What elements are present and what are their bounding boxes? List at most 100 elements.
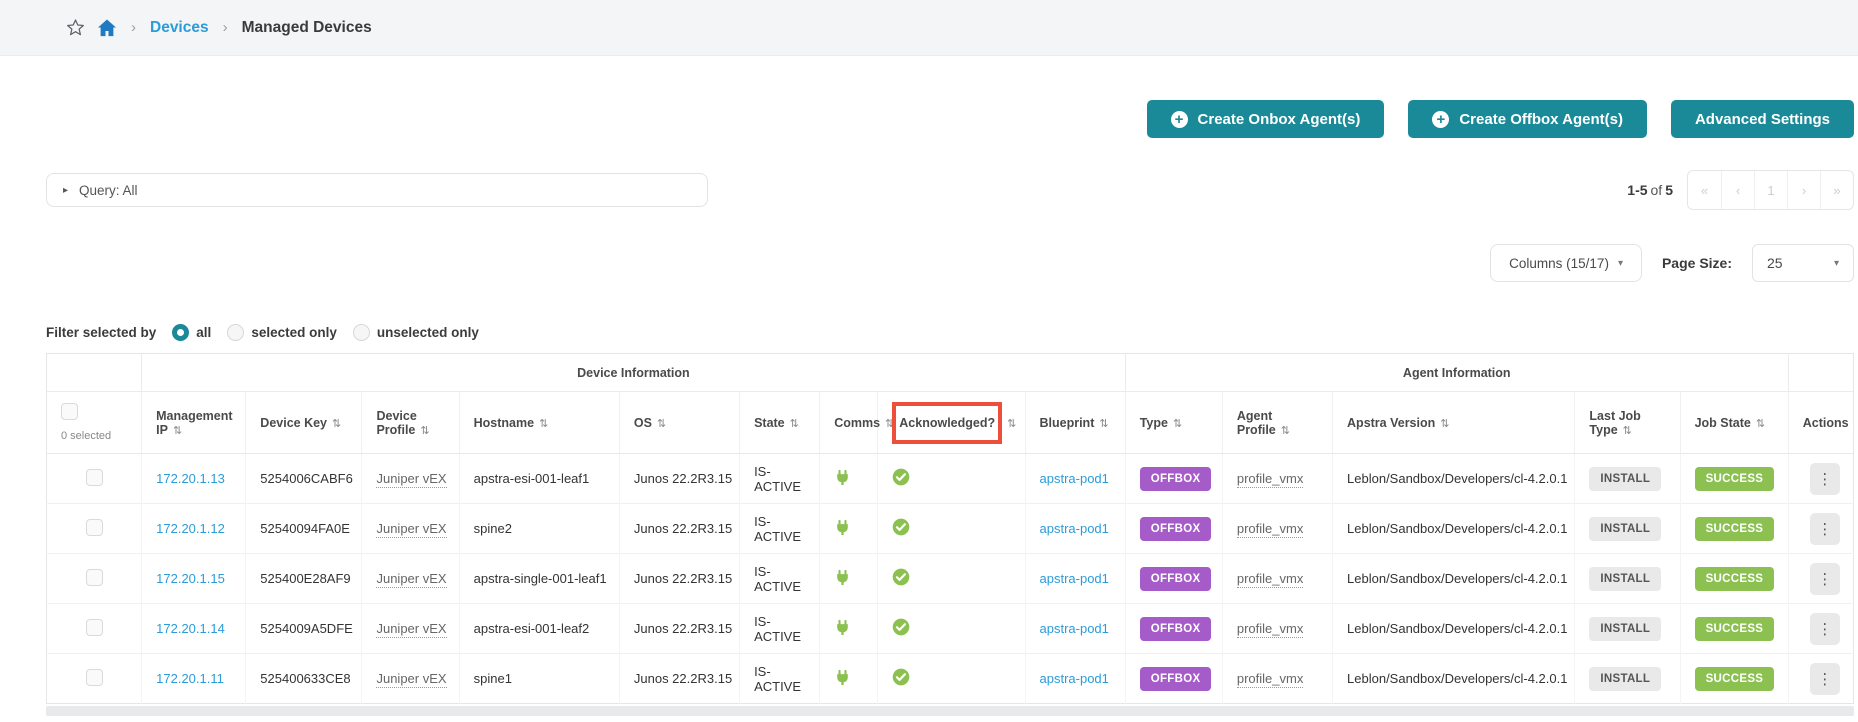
- create-onbox-agents-button[interactable]: + Create Onbox Agent(s): [1146, 100, 1385, 138]
- page-size-select[interactable]: 25 ▾: [1752, 244, 1854, 282]
- header-management-ip[interactable]: Management IP ⇅: [141, 391, 246, 454]
- sort-icon[interactable]: ⇅: [420, 423, 430, 437]
- sort-icon[interactable]: ⇅: [656, 416, 667, 430]
- blueprint-link[interactable]: apstra-pod1: [1039, 571, 1109, 586]
- row-checkbox[interactable]: [85, 568, 103, 586]
- agent-profile-link[interactable]: profile_vmx: [1236, 571, 1304, 588]
- sort-icon[interactable]: ⇅: [332, 416, 342, 430]
- sort-icon[interactable]: ⇅: [885, 416, 895, 430]
- filter-option-all[interactable]: all: [172, 324, 211, 341]
- row-actions-menu-button[interactable]: ⋮: [1809, 612, 1840, 645]
- radio-unselected-icon: [227, 324, 245, 341]
- next-page-button[interactable]: ›: [1787, 171, 1820, 209]
- sort-icon[interactable]: ⇅: [1172, 416, 1183, 430]
- sort-icon[interactable]: ⇅: [1622, 423, 1632, 437]
- device-key-cell: 52540094FA0E: [245, 503, 362, 554]
- sort-icon[interactable]: ⇅: [789, 416, 799, 430]
- blueprint-link[interactable]: apstra-pod1: [1039, 471, 1109, 486]
- columns-dropdown[interactable]: Columns (15/17) ▾: [1490, 244, 1642, 282]
- management-ip-link[interactable]: 172.20.1.11: [156, 671, 224, 686]
- header-last-job-type[interactable]: Last Job Type ⇅: [1574, 391, 1681, 454]
- row-checkbox[interactable]: [85, 518, 103, 536]
- device-profile-link[interactable]: Juniper vEX: [376, 471, 447, 488]
- header-state[interactable]: State ⇅: [739, 391, 820, 454]
- type-cell: OFFBOX: [1124, 603, 1223, 654]
- os-cell: Junos 22.2R3.15: [618, 503, 740, 554]
- prev-page-button[interactable]: ‹: [1721, 171, 1754, 209]
- header-agent-profile[interactable]: Agent Profile ⇅: [1221, 391, 1333, 454]
- device-profile-link[interactable]: Juniper vEX: [376, 671, 447, 688]
- sort-icon[interactable]: ⇅: [1280, 423, 1290, 437]
- row-actions-menu-button[interactable]: ⋮: [1809, 562, 1840, 595]
- management-ip-link[interactable]: 172.20.1.15: [156, 571, 225, 586]
- device-profile-link[interactable]: Juniper vEX: [376, 621, 447, 638]
- row-actions-menu-button[interactable]: ⋮: [1809, 662, 1840, 695]
- header-acknowledged[interactable]: Acknowledged? ⇅: [877, 391, 1025, 454]
- row-checkbox[interactable]: [85, 618, 103, 636]
- agent-profile-link[interactable]: profile_vmx: [1236, 621, 1304, 638]
- row-select-cell: [46, 603, 142, 654]
- sort-icon[interactable]: ⇅: [1755, 416, 1766, 430]
- row-checkbox[interactable]: [85, 668, 103, 686]
- last-job-type-cell: INSTALL: [1574, 453, 1681, 504]
- comms-cell: [819, 553, 878, 604]
- os-cell: Junos 22.2R3.15: [618, 453, 740, 504]
- filter-option-selected-only[interactable]: selected only: [227, 324, 337, 341]
- header-apstra-version[interactable]: Apstra Version ⇅: [1332, 391, 1575, 454]
- agent-profile-link[interactable]: profile_vmx: [1236, 471, 1304, 488]
- sort-icon[interactable]: ⇅: [172, 423, 183, 437]
- home-icon[interactable]: [97, 18, 117, 38]
- row-checkbox[interactable]: [85, 468, 103, 486]
- header-hostname[interactable]: Hostname ⇅: [458, 391, 620, 454]
- horizontal-scrollbar-track[interactable]: [46, 706, 1854, 716]
- device-row: 172.20.1.15 525400E28AF9 Juniper vEX aps…: [46, 553, 1854, 604]
- header-label: Comms: [834, 415, 881, 430]
- management-ip-link[interactable]: 172.20.1.13: [156, 471, 225, 486]
- agent-profile-link[interactable]: profile_vmx: [1236, 671, 1304, 688]
- comms-cell: [819, 653, 878, 704]
- header-type[interactable]: Type ⇅: [1124, 391, 1223, 454]
- actions-cell: ⋮: [1787, 653, 1854, 704]
- plus-circle-icon: +: [1432, 110, 1450, 128]
- header-job-state[interactable]: Job State ⇅: [1679, 391, 1789, 454]
- type-cell: OFFBOX: [1124, 503, 1223, 554]
- row-select-cell: [46, 503, 142, 554]
- header-os[interactable]: OS ⇅: [618, 391, 740, 454]
- header-comms[interactable]: Comms ⇅: [819, 391, 894, 454]
- favorite-star-icon[interactable]: [66, 18, 85, 37]
- advanced-settings-button[interactable]: Advanced Settings: [1670, 100, 1854, 138]
- group-spacer: [46, 353, 142, 392]
- group-spacer: [1787, 353, 1854, 392]
- comms-cell: [819, 503, 878, 554]
- row-actions-menu-button[interactable]: ⋮: [1809, 512, 1840, 545]
- management-ip-cell: 172.20.1.15: [141, 553, 246, 604]
- page-number-button[interactable]: 1: [1754, 171, 1787, 209]
- sort-icon[interactable]: ⇅: [1099, 416, 1109, 430]
- row-select-cell: [46, 653, 142, 704]
- breadcrumb-devices-link[interactable]: Devices: [150, 18, 209, 36]
- agent-profile-link[interactable]: profile_vmx: [1236, 521, 1304, 538]
- sort-icon[interactable]: ⇅: [1440, 416, 1450, 430]
- device-profile-link[interactable]: Juniper vEX: [376, 521, 447, 538]
- header-device-profile[interactable]: Device Profile ⇅: [361, 391, 460, 454]
- device-profile-link[interactable]: Juniper vEX: [376, 571, 447, 588]
- filter-option-unselected-only[interactable]: unselected only: [352, 324, 479, 341]
- first-page-button[interactable]: «: [1700, 182, 1709, 198]
- blueprint-link[interactable]: apstra-pod1: [1039, 521, 1109, 536]
- management-ip-link[interactable]: 172.20.1.14: [156, 621, 225, 636]
- row-actions-menu-button[interactable]: ⋮: [1809, 462, 1840, 495]
- create-offbox-agents-button[interactable]: + Create Offbox Agent(s): [1408, 100, 1647, 138]
- row-select-cell: [46, 453, 142, 504]
- management-ip-link[interactable]: 172.20.1.12: [156, 521, 225, 536]
- header-device-key[interactable]: Device Key ⇅: [245, 391, 362, 454]
- query-expander[interactable]: ▸ Query: All: [46, 173, 708, 207]
- sort-icon[interactable]: ⇅: [1007, 416, 1017, 430]
- header-label: Hostname: [473, 415, 535, 430]
- blueprint-link[interactable]: apstra-pod1: [1039, 621, 1109, 636]
- header-label: OS: [633, 415, 652, 430]
- blueprint-link[interactable]: apstra-pod1: [1039, 671, 1109, 686]
- sort-icon[interactable]: ⇅: [539, 416, 549, 430]
- select-all-checkbox[interactable]: [61, 403, 78, 420]
- header-blueprint[interactable]: Blueprint ⇅: [1024, 391, 1126, 454]
- last-page-button[interactable]: »: [1820, 171, 1853, 209]
